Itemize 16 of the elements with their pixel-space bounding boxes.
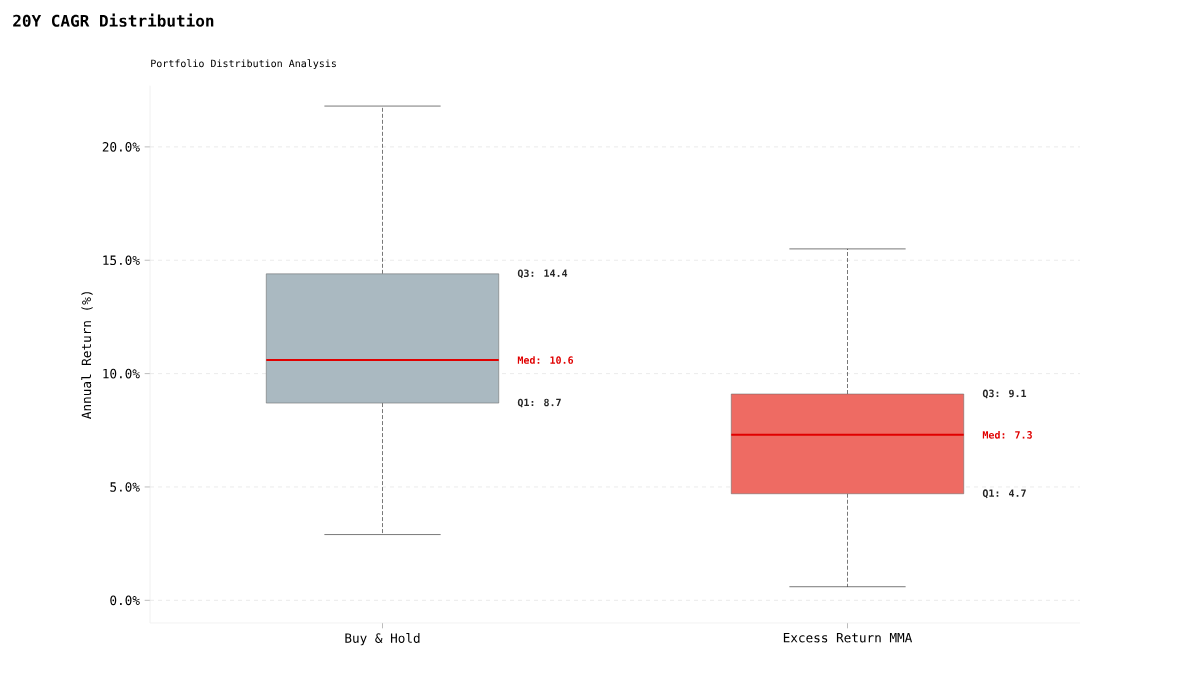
chart-title: 20Y CAGR Distribution: [13, 13, 214, 27]
y-tick-label: 10.0%: [103, 368, 140, 379]
annotation: Q3: 9.1: [982, 389, 1027, 399]
y-tick-label: 5.0%: [110, 482, 140, 492]
annotation: Med: 7.3: [982, 430, 1032, 439]
x-tick-label: Excess Return MMA: [783, 633, 913, 643]
y-tick-label: 20.0%: [102, 142, 140, 152]
chart-subtitle: Portfolio Distribution Analysis: [151, 59, 336, 70]
annotation: Q1: 4.7: [982, 489, 1026, 499]
x-tick-label: Buy & Hold: [345, 633, 420, 646]
y-tick-label: 0.0%: [110, 595, 140, 606]
annotation: Q3: 14.4: [517, 269, 568, 279]
annotation: Q1: 8.7: [517, 398, 561, 408]
y-tick-label: 15.0%: [103, 255, 140, 266]
y-axis-title: Annual Return (%): [81, 292, 93, 419]
annotation: Med: 10.6: [517, 356, 574, 364]
